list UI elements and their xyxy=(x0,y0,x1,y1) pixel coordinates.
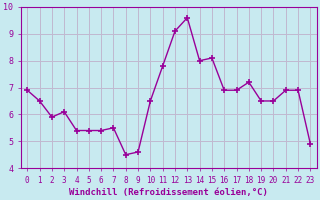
X-axis label: Windchill (Refroidissement éolien,°C): Windchill (Refroidissement éolien,°C) xyxy=(69,188,268,197)
